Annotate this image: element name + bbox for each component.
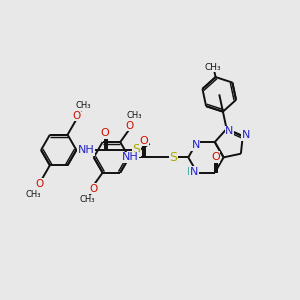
Text: NH: NH <box>122 152 138 162</box>
Text: O: O <box>125 121 133 131</box>
Text: CH₃: CH₃ <box>76 101 91 110</box>
Text: CH₃: CH₃ <box>26 190 41 199</box>
Text: O: O <box>35 178 44 188</box>
Text: NH: NH <box>78 145 94 155</box>
Text: N: N <box>225 126 234 136</box>
Text: CH₃: CH₃ <box>80 195 95 204</box>
Text: N: N <box>242 130 250 140</box>
Text: O: O <box>72 111 80 121</box>
Text: CH₃: CH₃ <box>127 111 142 120</box>
Text: CH₃: CH₃ <box>205 63 221 72</box>
Text: S: S <box>133 143 140 157</box>
Text: O: O <box>140 136 148 146</box>
Text: O: O <box>211 152 220 162</box>
Text: O: O <box>89 184 97 194</box>
Text: O: O <box>100 128 109 138</box>
Text: S: S <box>169 151 177 164</box>
Text: N: N <box>191 140 200 150</box>
Text: N: N <box>190 167 198 177</box>
Text: H: H <box>187 167 194 177</box>
